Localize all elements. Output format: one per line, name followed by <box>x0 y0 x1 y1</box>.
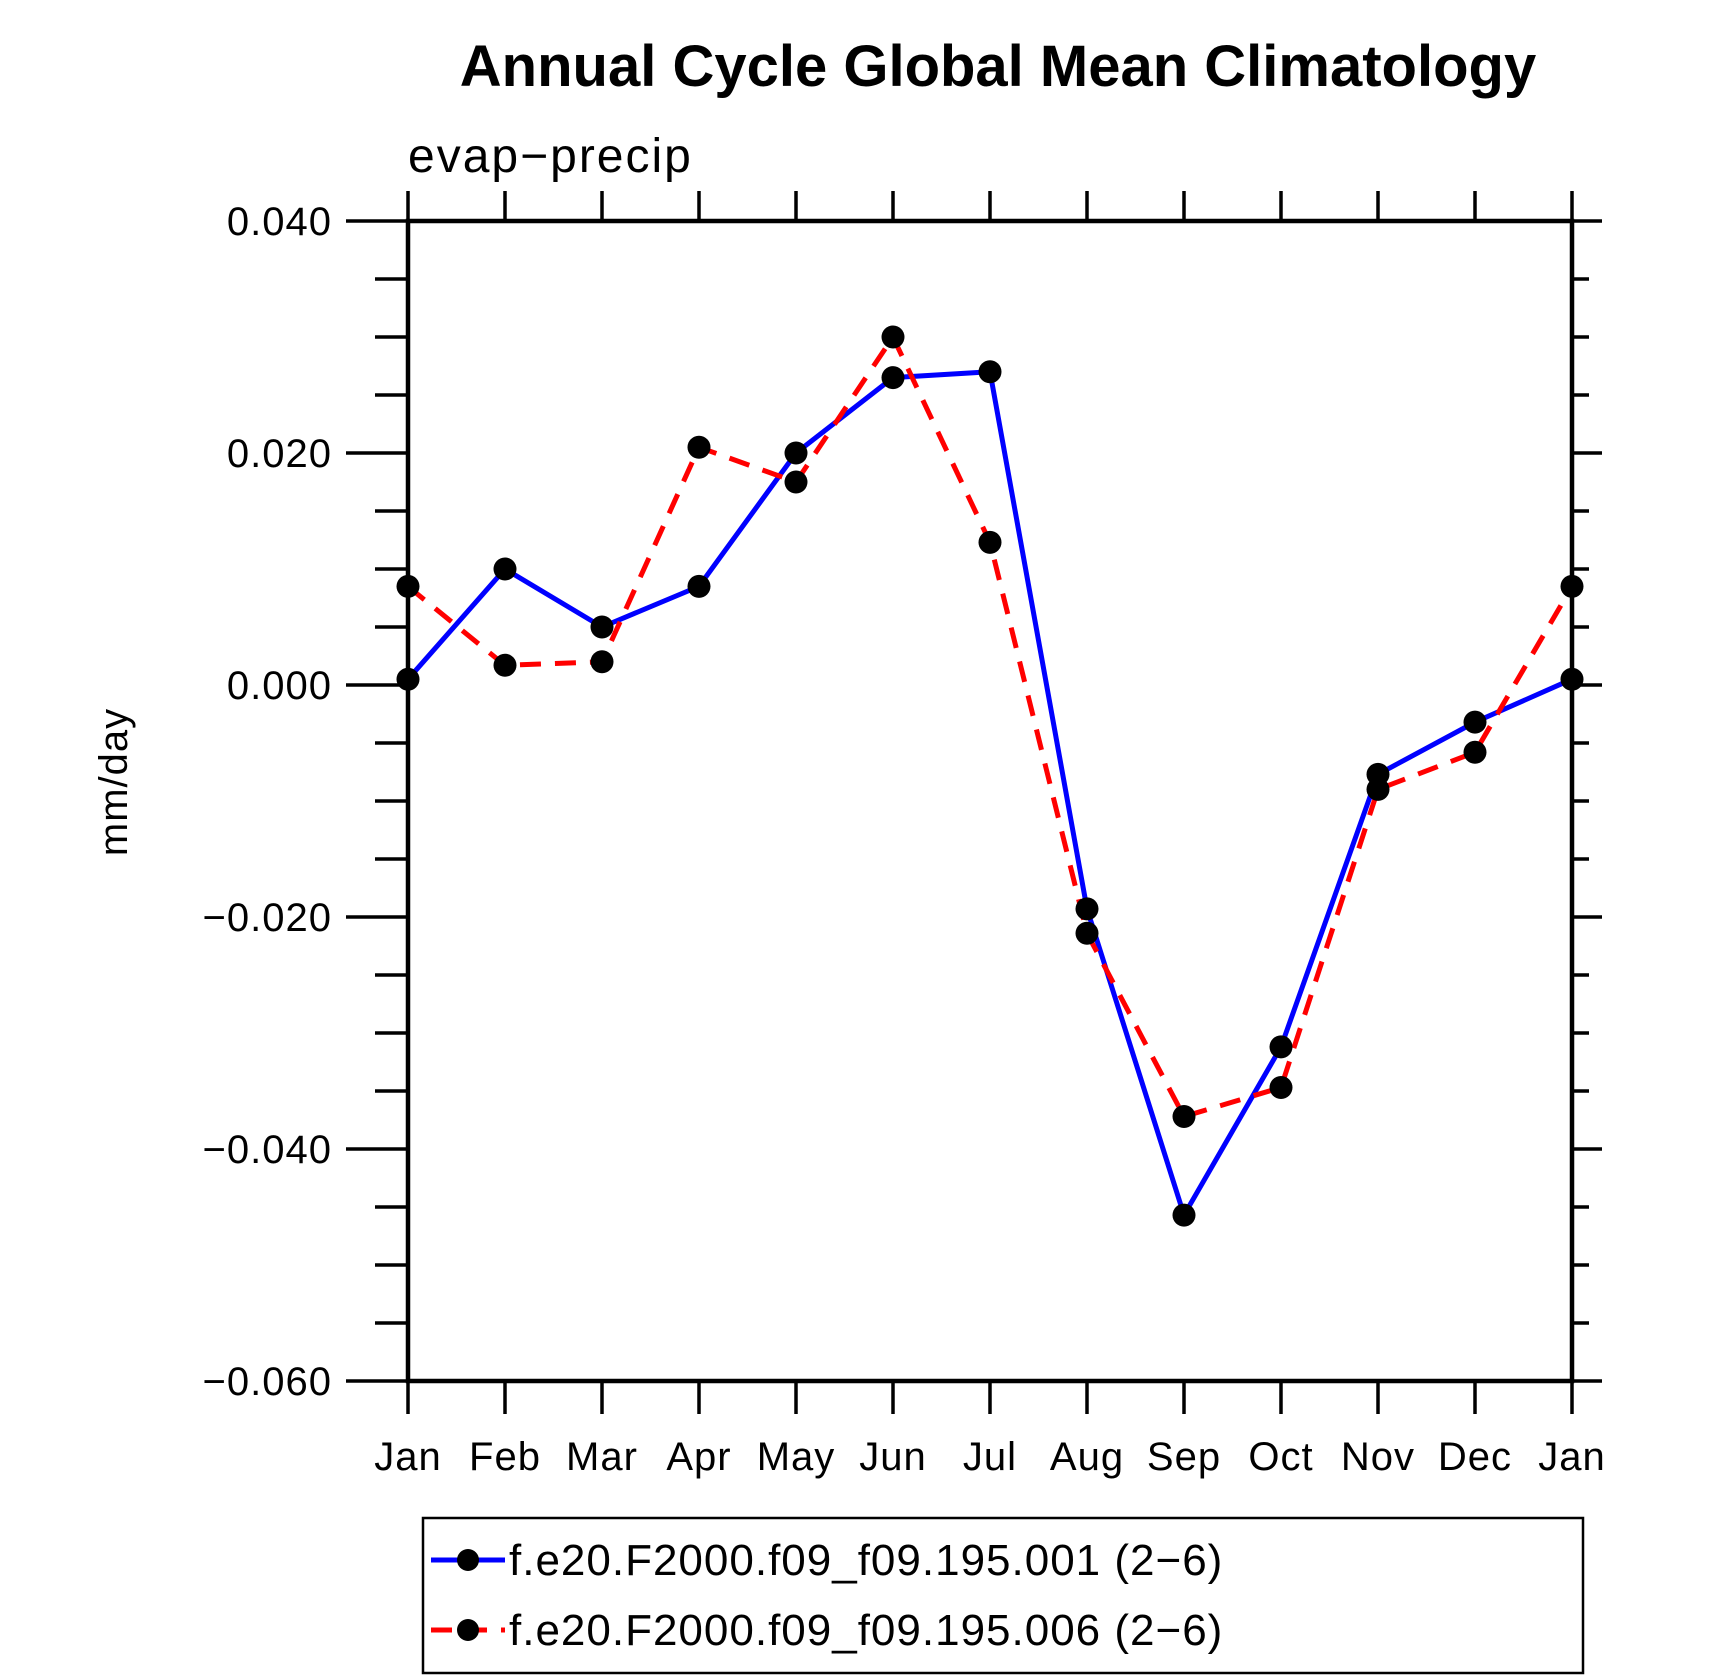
y-tick-label: −0.060 <box>203 1360 332 1404</box>
axis-ticks <box>346 191 1602 1414</box>
data-point <box>1269 1035 1293 1059</box>
x-tick-label: May <box>757 1435 836 1479</box>
legend-marker-circle-icon <box>457 1549 479 1571</box>
data-point <box>396 574 420 598</box>
x-tick-labels: Jan Feb Mar Apr May Jun Jul Aug Sep Oct Nov Dec Jan <box>374 1435 1606 1479</box>
data-point <box>784 470 808 494</box>
x-tick-label: Oct <box>1248 1435 1313 1479</box>
data-point <box>1172 1105 1196 1129</box>
legend-label-series-0: f.e20.F2000.f09_f09.195.001 (2−6) <box>509 1536 1223 1585</box>
data-point <box>1463 740 1487 764</box>
y-tick-label: 0.040 <box>227 200 332 244</box>
x-tick-label: Jan <box>374 1435 442 1479</box>
legend: f.e20.F2000.f09_f09.195.001 (2−6) f.e20.… <box>421 1516 1585 1675</box>
data-point <box>784 441 808 465</box>
y-tick-labels: 0.040 0.020 0.000 −0.020 −0.040 −0.060 <box>203 200 332 1404</box>
data-point <box>687 574 711 598</box>
x-tick-label: Mar <box>566 1435 638 1479</box>
chart-title: Annual Cycle Global Mean Climatology <box>460 34 1536 99</box>
x-tick-label: Feb <box>469 1435 541 1479</box>
y-tick-label: 0.000 <box>227 664 332 708</box>
x-tick-label: Aug <box>1050 1435 1124 1479</box>
data-point <box>590 615 614 639</box>
data-point <box>1463 710 1487 734</box>
data-point <box>1269 1076 1293 1100</box>
y-axis-label: mm/day <box>92 708 136 856</box>
data-point <box>493 557 517 581</box>
data-point <box>396 667 420 691</box>
data-point <box>493 653 517 677</box>
plot-border <box>405 218 1575 1384</box>
series-lines <box>406 331 1575 1222</box>
y-tick-label: 0.020 <box>227 432 332 476</box>
data-point <box>1560 667 1584 691</box>
data-point <box>1560 574 1584 598</box>
data-point <box>1366 777 1390 801</box>
series-markers <box>396 325 1584 1227</box>
data-point <box>1172 1203 1196 1227</box>
series-line-1 <box>406 331 1575 1120</box>
data-point <box>978 360 1002 384</box>
data-point <box>1075 921 1099 945</box>
x-tick-label: Jul <box>963 1435 1017 1479</box>
data-point <box>978 530 1002 554</box>
series-line-0 <box>406 369 1574 1222</box>
data-point <box>687 435 711 459</box>
x-tick-label: Apr <box>666 1435 731 1479</box>
data-point <box>881 325 905 349</box>
legend-marker-circle-icon <box>457 1619 479 1641</box>
data-point <box>590 650 614 674</box>
x-tick-label: Dec <box>1438 1435 1512 1479</box>
chart-subtitle: evap−precip <box>408 130 693 183</box>
legend-label-series-1: f.e20.F2000.f09_f09.195.006 (2−6) <box>509 1606 1223 1655</box>
x-tick-label: Jun <box>859 1435 927 1479</box>
data-point <box>881 366 905 390</box>
x-tick-label: Jan <box>1538 1435 1606 1479</box>
legend-box <box>421 1516 1585 1675</box>
x-tick-label: Nov <box>1341 1435 1415 1479</box>
y-tick-label: −0.020 <box>203 896 332 940</box>
x-tick-label: Sep <box>1147 1435 1221 1479</box>
data-point <box>1075 897 1099 921</box>
plot-frame <box>405 218 1575 1384</box>
y-tick-label: −0.040 <box>203 1128 332 1172</box>
